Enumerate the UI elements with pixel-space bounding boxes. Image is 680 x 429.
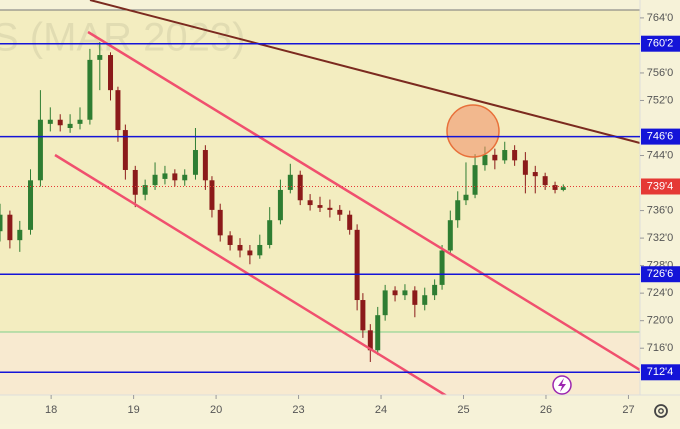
level-label-box <box>641 35 680 52</box>
y-tick-label: 756'0 <box>647 67 674 79</box>
level-label: 746'6 <box>647 131 674 143</box>
candle-body <box>560 187 566 190</box>
candle-body <box>512 150 518 161</box>
candle-body <box>354 229 360 301</box>
candle-body <box>287 174 293 190</box>
candle-body <box>182 174 188 181</box>
channel-lower <box>54 153 448 395</box>
y-tick-label: 744'0 <box>647 149 674 161</box>
candle-body <box>217 209 223 236</box>
plot-lower-zone <box>0 332 640 395</box>
candle-body <box>277 189 283 221</box>
candle-body <box>392 290 398 296</box>
candle-body <box>122 130 128 170</box>
candle-body <box>57 119 63 126</box>
candle-body <box>492 154 498 161</box>
candle-body <box>202 150 208 181</box>
candle-body <box>455 200 461 221</box>
candle-body <box>47 119 53 124</box>
candle-body <box>115 90 121 131</box>
candle-body <box>307 200 313 206</box>
candle-body <box>152 174 158 186</box>
candle-body <box>77 119 83 124</box>
candle-body <box>327 207 333 210</box>
candle-body <box>317 205 323 208</box>
y-tick-label: 720'0 <box>647 315 674 327</box>
highlight-circle <box>446 104 500 158</box>
candle-body <box>209 180 215 210</box>
candle-body <box>142 185 148 195</box>
candle-body <box>422 295 428 305</box>
last-price-label: 739'4 <box>647 180 674 192</box>
candle-body <box>375 315 381 351</box>
x-tick-label: 19 <box>127 404 139 416</box>
y-tick-label: 716'0 <box>647 342 674 354</box>
candle-body <box>402 290 408 296</box>
candle-body <box>192 150 198 175</box>
x-tick-label: 18 <box>45 404 57 416</box>
y-tick-label: 752'0 <box>647 94 674 106</box>
candle-body <box>87 59 93 120</box>
candle-body <box>17 229 23 241</box>
candle-body <box>347 214 353 230</box>
candle-body <box>337 209 343 215</box>
candle-body <box>67 123 73 128</box>
level-label-box <box>641 364 680 381</box>
candle-body <box>237 244 243 251</box>
trend-line <box>89 0 640 144</box>
candle-body <box>7 214 13 241</box>
candle-body <box>367 330 373 351</box>
candle-body <box>28 180 34 230</box>
y-tick-label: 764'0 <box>647 12 674 24</box>
candle-body <box>502 150 508 161</box>
x-tick-label: 25 <box>457 404 469 416</box>
plot-area <box>0 10 640 332</box>
drawings <box>54 0 640 395</box>
x-tick-label: 24 <box>375 404 387 416</box>
alert-bolt <box>558 378 566 392</box>
candle-body <box>360 300 366 331</box>
candle-body <box>267 220 273 245</box>
marks <box>0 41 566 362</box>
candle-body <box>0 214 3 232</box>
candle-body <box>552 185 558 190</box>
candle-body <box>472 165 478 195</box>
level-label: 760'2 <box>647 38 674 50</box>
x-tick-label: 27 <box>622 404 634 416</box>
candle-body <box>532 172 538 177</box>
candle-body <box>522 160 528 175</box>
candle-body <box>447 220 453 251</box>
candle-body <box>297 174 303 201</box>
y-tick-label: 736'0 <box>647 204 674 216</box>
level-label-box <box>641 266 680 283</box>
candle-body <box>97 55 103 60</box>
candle-body <box>463 194 469 201</box>
candle-body <box>382 290 388 316</box>
candle-body <box>172 173 178 181</box>
candle-body <box>542 176 548 186</box>
last-price-box <box>641 178 680 195</box>
x-tick-label: 26 <box>540 404 552 416</box>
candle-body <box>162 173 168 179</box>
y-tick-label: 724'0 <box>647 287 674 299</box>
level-label-box <box>641 128 680 145</box>
settings-icon[interactable] <box>654 404 668 418</box>
candle-body <box>247 250 253 256</box>
x-tick-label: 23 <box>292 404 304 416</box>
candle-body <box>257 244 263 256</box>
candle-body <box>482 154 488 166</box>
channel-upper <box>87 30 640 372</box>
x-tick-label: 20 <box>210 404 222 416</box>
level-label: 712'4 <box>647 366 674 378</box>
candle-body <box>37 119 43 181</box>
candle-body <box>132 169 138 195</box>
candle-body <box>108 55 114 91</box>
level-label: 726'6 <box>647 268 674 280</box>
candle-body <box>227 235 233 245</box>
candle-body <box>439 250 445 285</box>
candle-body <box>412 290 418 305</box>
y-tick-label: 732'0 <box>647 232 674 244</box>
candle-body <box>432 284 438 296</box>
